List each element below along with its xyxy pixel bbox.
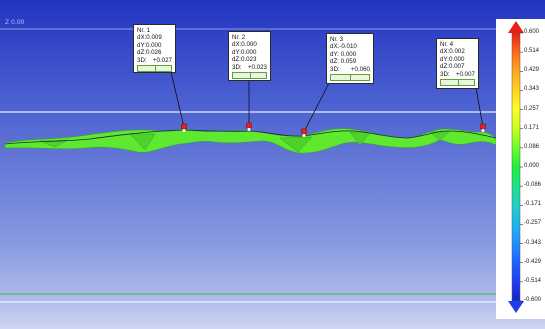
measurement-callout-1[interactable]: Nr. 1 dX:0.009 dY:0.000 dZ:0.026 3D: +0.0… — [133, 24, 176, 73]
measurement-callout-2[interactable]: Nr. 2 dX:0.000 dY:0.000 dZ:0.023 3D: +0.0… — [228, 31, 271, 81]
deviation-bar — [137, 65, 172, 73]
measurement-callout-4[interactable]: Nr. 4 dX:0.002 dY:0.000 dZ:0.007 3D: +0.0… — [436, 38, 479, 89]
callout-dz: dZ:0.023 — [232, 56, 257, 64]
measure-point-marker[interactable] — [480, 123, 486, 132]
scale-tick-label: 0.000 — [524, 163, 540, 169]
callout-3d-value: +0.023 — [247, 63, 267, 71]
callout-3d-label: 3D: — [137, 56, 147, 64]
callout-dy: dY:0.000 — [137, 41, 162, 49]
scale-tick-label: 0.343 — [524, 86, 540, 93]
callout-dx: dX:0.009 — [137, 34, 162, 42]
callout-dz: dZ:0.026 — [137, 49, 162, 57]
callout-title: Nr. 1 — [137, 27, 151, 34]
scale-tick-label: 0.171 — [524, 124, 540, 131]
scale-tick-label: -0.343 — [524, 239, 542, 246]
callout-dx: dX:0.000 — [232, 41, 257, 49]
deviation-bar — [330, 74, 370, 82]
scale-tick-label: 0.514 — [524, 48, 540, 55]
scale-tick-label: -0.171 — [524, 201, 542, 208]
callout-dx: dX:-0.010 — [330, 43, 357, 51]
leader-line-1 — [170, 71, 185, 128]
scale-tick-label: 0.086 — [524, 143, 540, 150]
callout-dy: dY:0.000 — [232, 48, 257, 56]
leader-line-3 — [303, 82, 330, 133]
scale-tick-label: 0.257 — [524, 105, 540, 112]
callout-3d-value: +0.060 — [350, 65, 370, 73]
callout-dz: dZ:0.007 — [440, 63, 465, 71]
measurement-callout-3[interactable]: Nr. 3 dX:-0.010 dY: 0.000 dZ: 0.059 3D: +… — [326, 33, 374, 84]
callout-title: Nr. 3 — [330, 36, 344, 43]
callout-3d-value: +0.027 — [152, 56, 172, 64]
scale-tick-label: -0.429 — [524, 258, 542, 265]
callout-dy: dY: 0.000 — [330, 50, 357, 58]
color-scale-bar — [508, 21, 524, 313]
callout-dx: dX:0.002 — [440, 48, 465, 56]
color-scale-gradient — [511, 32, 521, 302]
callout-3d-value: +0.007 — [455, 70, 475, 78]
surface-mesh-detail — [39, 130, 451, 153]
scale-tick-label: -0.086 — [524, 182, 542, 189]
callout-3d-label: 3D: — [440, 70, 450, 78]
scale-min-arrow-icon — [508, 301, 524, 313]
scale-max-arrow-icon — [508, 21, 524, 33]
coordinate-label: Z 0.00 — [5, 19, 25, 26]
scale-tick-label: -0.600 — [524, 297, 542, 303]
leader-line-4 — [475, 87, 484, 128]
callout-3d-label: 3D: — [330, 65, 340, 73]
scale-tick-label: 0.429 — [524, 67, 540, 74]
scale-tick-label: 0.600 — [524, 29, 540, 35]
scale-tick-label: -0.257 — [524, 220, 542, 227]
deviation-bar — [232, 72, 267, 80]
callout-dz: dZ: 0.059 — [330, 58, 357, 66]
deviation-bar — [440, 79, 475, 87]
measure-point-marker[interactable] — [301, 128, 307, 137]
callout-dy: dY:0.000 — [440, 55, 465, 63]
scale-tick-label: -0.514 — [524, 277, 542, 284]
callout-title: Nr. 2 — [232, 34, 246, 41]
callout-3d-label: 3D: — [232, 63, 242, 71]
measure-point-marker[interactable] — [246, 122, 252, 131]
callout-title: Nr. 4 — [440, 41, 454, 48]
measure-point-marker[interactable] — [181, 123, 187, 132]
nominal-profile-line — [4, 129, 497, 145]
deviation-surface — [4, 128, 497, 154]
color-scale-legend: 0.600 0.514 0.429 0.343 0.257 0.171 0.086 0.000… — [496, 19, 545, 319]
